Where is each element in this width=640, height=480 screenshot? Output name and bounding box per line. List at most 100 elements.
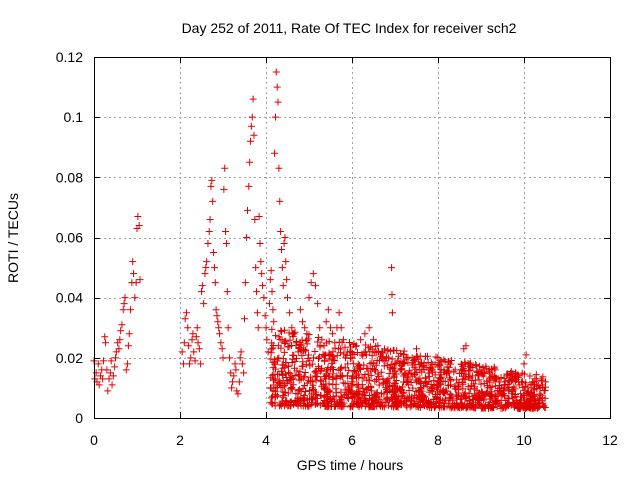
data-point (104, 387, 112, 395)
data-point (406, 403, 414, 411)
data-point (376, 401, 384, 409)
data-point (459, 385, 467, 393)
data-point (466, 359, 474, 367)
data-point (420, 359, 428, 367)
data-point (405, 393, 413, 401)
data-point (285, 329, 293, 337)
data-point (220, 185, 228, 193)
data-point (191, 357, 199, 365)
data-point (366, 348, 374, 356)
data-point (428, 385, 436, 393)
y-tick-label: 0.12 (56, 49, 83, 65)
data-point (493, 397, 501, 405)
data-point (461, 389, 469, 397)
data-point (335, 309, 343, 317)
data-point (511, 403, 519, 411)
data-point (363, 364, 371, 372)
data-point (225, 354, 233, 362)
data-point (509, 375, 517, 383)
data-point (228, 378, 236, 386)
data-point (410, 363, 418, 371)
data-point (479, 364, 487, 372)
data-point (268, 394, 276, 402)
data-point (288, 383, 296, 391)
data-point (405, 387, 413, 395)
data-point (205, 227, 213, 235)
data-point (339, 379, 347, 387)
data-point (386, 363, 394, 371)
data-point (296, 306, 304, 314)
data-point (408, 402, 416, 410)
data-point (320, 352, 328, 360)
data-point (445, 374, 453, 382)
data-point (300, 391, 308, 399)
data-point (287, 399, 295, 407)
data-point (429, 360, 437, 368)
data-point (116, 336, 124, 344)
data-point (107, 357, 115, 365)
data-point (522, 351, 530, 359)
data-point (274, 370, 282, 378)
data-point (488, 383, 496, 391)
data-point (474, 398, 482, 406)
data-point (198, 288, 205, 296)
data-point (130, 270, 138, 278)
data-point (189, 330, 197, 338)
data-point (434, 377, 442, 385)
data-point (457, 393, 465, 401)
data-point (359, 352, 367, 360)
data-point (436, 357, 444, 365)
data-point (468, 402, 476, 410)
data-point (208, 176, 216, 184)
data-point (480, 395, 488, 403)
data-point (314, 300, 322, 308)
data-point (337, 393, 345, 401)
data-point (380, 390, 388, 398)
data-point (365, 403, 373, 411)
data-point (371, 366, 379, 374)
data-point (307, 279, 315, 287)
data-point (305, 351, 313, 359)
data-point (389, 370, 397, 378)
data-point (202, 264, 210, 272)
data-point (119, 306, 127, 314)
data-point (357, 396, 365, 404)
data-point (316, 343, 324, 351)
data-point (247, 137, 255, 145)
data-point (404, 370, 412, 378)
data-point (335, 338, 343, 346)
data-point (352, 390, 360, 398)
data-point (336, 398, 344, 406)
data-point (302, 388, 310, 396)
data-point (312, 367, 320, 375)
data-point (462, 342, 470, 350)
data-point (349, 373, 357, 381)
x-tick-label: 4 (262, 432, 270, 448)
data-point (241, 279, 249, 287)
data-point (460, 365, 468, 373)
data-point (300, 374, 308, 382)
data-point (309, 386, 317, 393)
data-point (280, 391, 288, 399)
data-point (293, 354, 301, 362)
data-point (221, 164, 229, 172)
x-tick-label: 0 (90, 432, 98, 448)
data-point (532, 400, 540, 408)
data-point (311, 282, 319, 290)
data-point (490, 404, 498, 412)
data-point (325, 355, 333, 363)
data-point (362, 341, 370, 349)
data-point (265, 300, 273, 308)
data-point (477, 380, 485, 388)
data-point (514, 404, 522, 412)
data-point (256, 240, 264, 248)
data-point (463, 401, 471, 409)
data-point (281, 388, 289, 396)
y-axis-label: ROTI / TECUs (5, 193, 21, 283)
data-point (465, 392, 473, 400)
data-point (500, 392, 508, 400)
data-point (305, 402, 313, 410)
data-point (486, 401, 494, 409)
data-point (388, 309, 396, 317)
data-point (267, 374, 275, 382)
